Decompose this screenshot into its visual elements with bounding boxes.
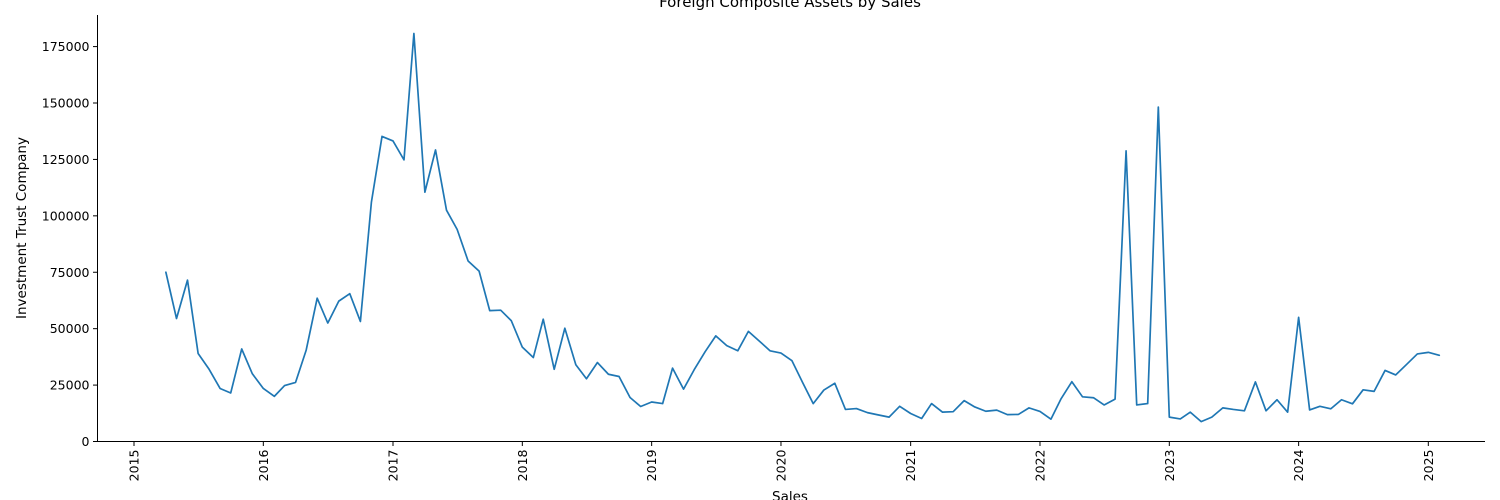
chart-title: Foreign Composite Assets by Sales <box>659 0 921 11</box>
x-tick-label: 2016 <box>256 449 271 481</box>
y-tick-label: 50000 <box>50 321 90 336</box>
x-tick-label: 2019 <box>644 449 659 481</box>
y-tick-label: 25000 <box>50 378 90 393</box>
x-tick-label: 2024 <box>1291 449 1306 481</box>
y-tick-label: 125000 <box>42 152 90 167</box>
y-tick-label: 100000 <box>42 208 90 223</box>
x-tick-label: 2023 <box>1162 450 1177 482</box>
y-tick-label: 150000 <box>42 96 90 111</box>
y-tick-label: 75000 <box>50 265 90 280</box>
axes-layer <box>97 15 1485 442</box>
x-tick-label: 2020 <box>773 449 788 481</box>
x-tick-label: 2017 <box>385 450 400 482</box>
ticks-layer: 0 25000 50000 75000 100000 125000 150000 175000… <box>42 39 1436 481</box>
y-tick-label: 0 <box>82 434 90 449</box>
y-tick-label: 175000 <box>42 39 90 54</box>
x-tick-label: 2022 <box>1032 450 1047 482</box>
x-tick-label: 2025 <box>1421 450 1436 482</box>
x-tick-label: 2021 <box>903 450 918 482</box>
x-tick-label: 2018 <box>515 449 530 481</box>
x-axis-title: Sales <box>772 489 808 500</box>
y-axis-title: Investment Trust Company <box>14 137 30 319</box>
series-layer <box>165 32 1441 423</box>
x-tick-label: 2015 <box>126 450 141 482</box>
series-line-1 <box>165 32 1441 423</box>
